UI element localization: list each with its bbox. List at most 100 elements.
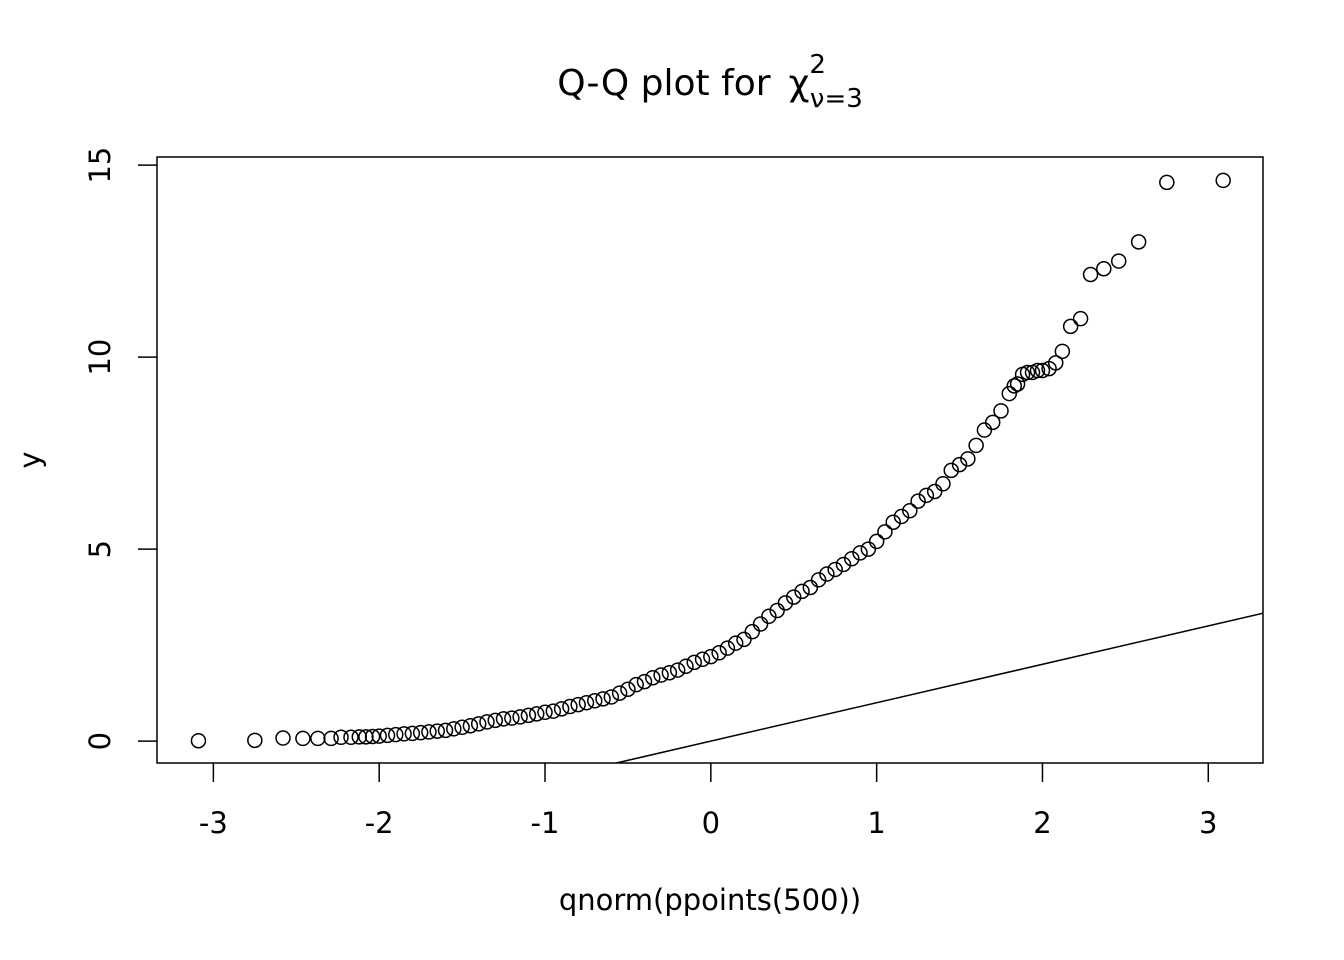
point <box>1096 261 1112 277</box>
point <box>744 623 761 640</box>
point <box>570 696 586 713</box>
y-tick-label: 0 <box>83 732 117 750</box>
point <box>295 730 311 747</box>
point <box>711 645 727 661</box>
plot-frame <box>156 156 1264 764</box>
y-tick-label: 10 <box>83 339 117 376</box>
point <box>1029 362 1046 379</box>
point <box>645 669 661 686</box>
point <box>926 483 943 500</box>
point <box>454 719 470 736</box>
point <box>902 502 918 519</box>
point <box>993 403 1009 419</box>
x-tick-label: 0 <box>702 806 720 840</box>
point <box>827 561 843 578</box>
point <box>686 654 702 671</box>
point <box>537 704 553 721</box>
point <box>844 550 860 567</box>
point <box>487 712 504 729</box>
point <box>852 545 868 561</box>
point <box>819 566 835 582</box>
point <box>810 572 827 588</box>
point <box>1034 362 1051 379</box>
point <box>769 602 785 619</box>
point <box>885 514 901 530</box>
point <box>1082 266 1099 283</box>
point <box>918 487 935 504</box>
point <box>752 616 769 632</box>
point <box>404 725 421 742</box>
point <box>495 711 512 727</box>
point <box>653 667 669 683</box>
point <box>736 631 752 648</box>
point <box>935 476 951 492</box>
point <box>528 706 545 722</box>
point <box>333 729 349 746</box>
point <box>437 722 454 739</box>
point <box>388 726 404 743</box>
point <box>628 676 644 693</box>
point <box>343 729 359 746</box>
point <box>1009 376 1026 392</box>
point <box>595 691 611 707</box>
x-tick-label: -3 <box>199 806 228 840</box>
point <box>562 698 578 715</box>
point <box>678 658 694 674</box>
point <box>960 451 976 467</box>
chart-title: Q-Q plot for χ2 ν=3 <box>557 50 863 114</box>
point <box>943 462 960 479</box>
point <box>1054 343 1071 360</box>
point <box>545 703 562 719</box>
point <box>860 541 877 557</box>
title-symbol: χ <box>789 63 810 104</box>
point <box>578 694 595 711</box>
point <box>364 728 381 745</box>
title-subscript: ν=3 <box>810 84 863 114</box>
point <box>868 533 885 550</box>
y-tick-label: 15 <box>83 147 117 184</box>
plot-area <box>190 172 1263 763</box>
reference-line <box>612 612 1263 763</box>
x-tick-label: 2 <box>1033 806 1051 840</box>
x-tick-label: 1 <box>867 806 885 840</box>
point <box>727 635 744 651</box>
point <box>777 595 794 611</box>
point <box>190 732 207 749</box>
point <box>984 414 1001 431</box>
point <box>1110 253 1127 269</box>
point <box>1215 172 1231 189</box>
point <box>968 437 984 454</box>
point <box>661 665 678 681</box>
point <box>1072 310 1089 327</box>
x-tick-label: 3 <box>1199 806 1217 840</box>
point <box>421 724 437 740</box>
point <box>371 728 387 744</box>
x-axis-label: qnorm(ppoints(500)) <box>559 883 861 917</box>
point <box>396 726 412 742</box>
point <box>512 709 528 725</box>
point <box>1019 364 1036 381</box>
y-axis-label: y <box>13 451 47 468</box>
point <box>785 589 802 605</box>
point <box>470 716 487 732</box>
point <box>520 707 537 724</box>
point <box>275 730 291 746</box>
point <box>247 732 263 749</box>
point <box>703 648 719 665</box>
point <box>429 723 445 739</box>
point <box>479 714 495 730</box>
point <box>1006 378 1023 394</box>
point <box>719 640 736 656</box>
point <box>603 689 620 705</box>
y-tick-label: 5 <box>83 540 117 558</box>
point <box>1047 355 1064 371</box>
x-tick-label: -1 <box>531 806 560 840</box>
point <box>553 701 570 717</box>
point <box>802 579 819 596</box>
point <box>1159 174 1175 191</box>
point <box>877 524 893 540</box>
point <box>976 422 993 438</box>
point <box>323 730 339 747</box>
